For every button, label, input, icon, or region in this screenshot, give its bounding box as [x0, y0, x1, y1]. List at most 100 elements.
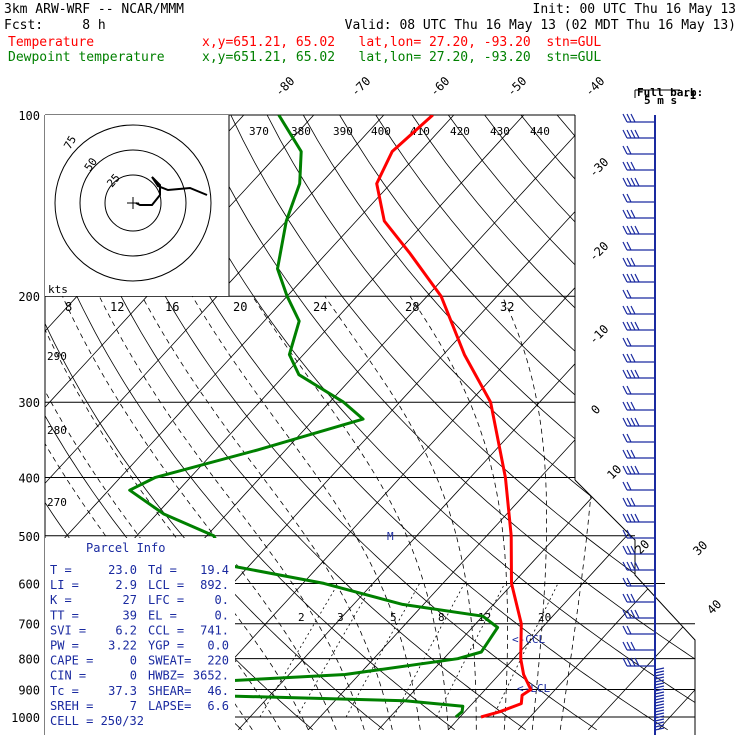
- level-marker: M: [387, 530, 394, 543]
- wind-barb: [622, 513, 655, 523]
- wind-barb: [654, 685, 665, 689]
- isotherm-label: -80: [272, 74, 297, 99]
- parcel-value: 0: [130, 669, 137, 683]
- dry-adiabat: [266, 115, 695, 731]
- theta-label: 400: [371, 125, 391, 138]
- isotherm-label: 40: [704, 597, 724, 617]
- isotherm-label: -20: [586, 239, 611, 264]
- wind-barb: [622, 385, 655, 395]
- parcel-value: 7: [130, 699, 137, 713]
- parcel-label: HWBZ=: [148, 669, 184, 683]
- parcel-value: 0.0: [207, 639, 229, 653]
- wind-legend-units: 5 m s: [644, 94, 677, 107]
- hodograph-ring-label: 75: [61, 134, 79, 152]
- wind-barb: [622, 193, 655, 203]
- moist-adiabat: [559, 296, 596, 730]
- parcel-value: 892.: [200, 578, 229, 592]
- moist-adiabat: [252, 295, 449, 730]
- dry-adiabat: [194, 115, 695, 731]
- wind-barb: [622, 305, 655, 315]
- mixing-ratio-label: 2: [298, 611, 305, 624]
- moist-adiabat: [141, 296, 393, 730]
- wind-barb: [622, 577, 655, 587]
- kts-label: kts: [48, 283, 68, 296]
- dry-adiabat: [702, 115, 740, 730]
- header: 3km ARW-WRF -- NCAR/MMM Init: 00 UTC Thu…: [0, 0, 740, 66]
- parcel-value: 27: [123, 593, 137, 607]
- wind-barb: [622, 225, 655, 235]
- mixing-ratio-label: 5: [390, 611, 397, 624]
- speed-scale-label: 28: [405, 300, 419, 314]
- dry-adiabat: [593, 115, 695, 731]
- moist-adiabat: [62, 296, 337, 730]
- temperature-profile: [375, 115, 533, 719]
- parcel-value: 23.0: [108, 563, 137, 577]
- moist-adiabat: [409, 295, 509, 730]
- isotherm: [45, 115, 315, 731]
- wind-barb: [622, 561, 655, 571]
- speed-scale-label: 24: [313, 300, 327, 314]
- isotherm-label: 0: [588, 402, 603, 417]
- theta-label: 410: [410, 125, 430, 138]
- wind-barb: [622, 257, 655, 267]
- parcel-label: PW =: [50, 639, 79, 653]
- parcel-label: LAPSE=: [148, 699, 191, 713]
- isotherm: [448, 115, 695, 731]
- wind-barb: [622, 145, 655, 155]
- dry-adiabat: [629, 115, 695, 731]
- parcel-label: Td =: [148, 563, 177, 577]
- parcel-value: 0.: [215, 593, 229, 607]
- wind-barb: [622, 401, 655, 411]
- isotherm-label: -50: [504, 74, 529, 99]
- parcel-label: T =: [50, 563, 72, 577]
- theta-label: 440: [530, 125, 550, 138]
- wind-barb: [622, 161, 655, 171]
- parcel-info-panel: Parcel Info T = 23.0 Td = 19.4 LI = 2.9 LCL = 89…: [45, 538, 235, 735]
- ccl-marker: <-CCL: [512, 633, 545, 646]
- isotherm: [378, 115, 695, 731]
- wind-barb: [622, 417, 655, 427]
- isotherm-label: 10: [604, 462, 624, 482]
- parcel-value: 2.9: [115, 578, 137, 592]
- pressure-label: 300: [18, 396, 40, 410]
- temperature-legend: Temperature: [8, 35, 95, 50]
- pressure-label: 400: [18, 471, 40, 485]
- dewpoint-info: x,y=651.21, 65.02 lat,lon= 27.20, -93.20…: [202, 50, 602, 65]
- hodograph-ring-label: 50: [82, 155, 100, 173]
- isotherm: [728, 115, 740, 730]
- isotherm: [658, 115, 695, 731]
- dry-adiabat: [157, 115, 695, 731]
- wind-barb: [654, 679, 665, 683]
- wind-barb: [622, 481, 655, 491]
- wind-barb: [622, 593, 655, 603]
- speed-scale-label: 32: [500, 300, 514, 314]
- wind-barb: [654, 724, 665, 728]
- wind-barb: [622, 289, 655, 299]
- wind-barb: [654, 673, 665, 677]
- valid-time: Valid: 08 UTC Thu 16 May 13 (02 MDT Thu …: [344, 18, 736, 33]
- parcel-label: SHEAR=: [148, 684, 191, 698]
- parcel-label: Tc =: [50, 684, 79, 698]
- wind-barb: [622, 369, 655, 379]
- temperature-info: x,y=651.21, 65.02 lat,lon= 27.20, -93.20…: [202, 35, 602, 50]
- isotherm: [0, 115, 34, 730]
- wind-barb: [654, 727, 665, 731]
- dry-adiabat: [375, 115, 695, 731]
- wind-barb: [622, 433, 655, 443]
- parcel-label: CIN =: [50, 669, 86, 683]
- parcel-label: TT =: [50, 608, 79, 622]
- speed-scale-label: 16: [165, 300, 179, 314]
- dry-adiabat: [520, 115, 695, 731]
- dry-adiabat: [665, 115, 695, 731]
- wind-barb: [654, 682, 665, 686]
- wind-barb: [622, 129, 655, 139]
- parcel-label: CELL = 250/32: [50, 714, 144, 728]
- theta-label: 420: [450, 125, 470, 138]
- speed-scale-label: 12: [110, 300, 124, 314]
- parcel-label: YGP =: [148, 639, 184, 653]
- speed-scale-label: 8: [65, 300, 72, 314]
- wind-barb: [622, 113, 655, 123]
- pressure-label: 900: [18, 683, 40, 697]
- moist-adiabat: [324, 295, 477, 730]
- pressure-label: 1000: [11, 711, 40, 725]
